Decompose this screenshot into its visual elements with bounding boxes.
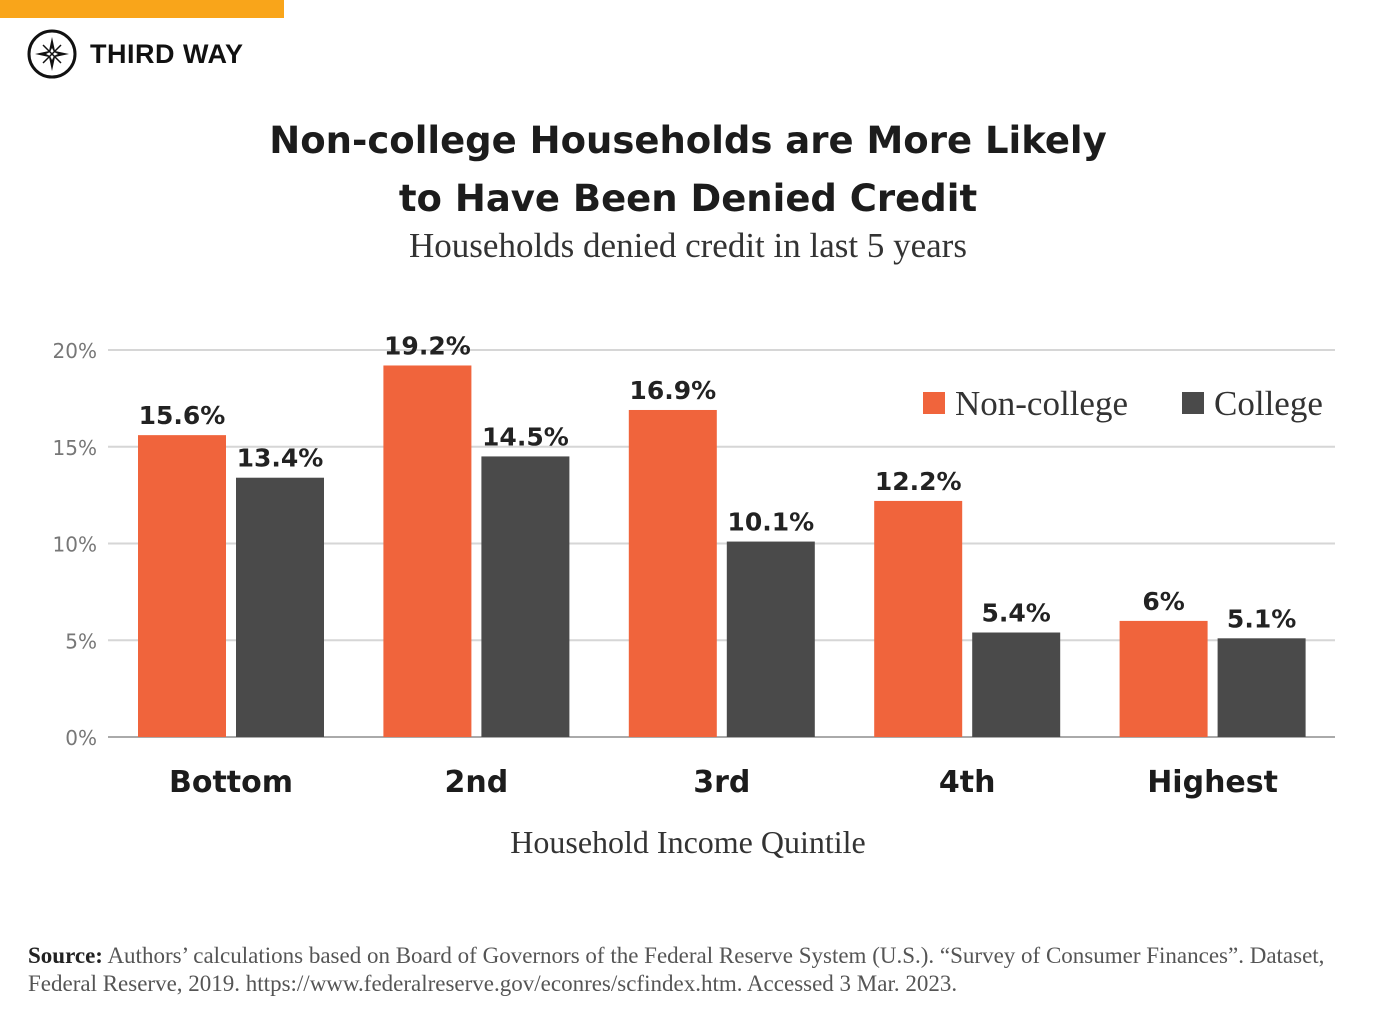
chart-title: Non-college Households are More Likely t… bbox=[0, 112, 1376, 228]
source-note: Source: Authors’ calculations based on B… bbox=[28, 942, 1348, 998]
legend-label: Non-college bbox=[955, 384, 1128, 423]
bar-data-label: 10.1% bbox=[727, 508, 814, 537]
brand-name: THIRD WAY bbox=[90, 38, 244, 69]
brand-accent-bar bbox=[0, 0, 284, 18]
x-tick-label: 2nd bbox=[445, 765, 509, 800]
bar-college bbox=[972, 632, 1061, 737]
x-tick-label: 3rd bbox=[693, 765, 750, 800]
bar-non-college bbox=[1119, 620, 1208, 737]
source-label: Source: bbox=[28, 943, 103, 968]
bar-non-college bbox=[383, 365, 472, 737]
chart-title-line-2: to Have Been Denied Credit bbox=[398, 177, 978, 220]
x-tick-label: 4th bbox=[939, 765, 996, 800]
chart-subtitle: Households denied credit in last 5 years bbox=[409, 226, 967, 265]
bar-data-label: 5.1% bbox=[1227, 604, 1296, 633]
y-tick-label: 10% bbox=[53, 533, 97, 557]
bar-data-label: 16.9% bbox=[629, 376, 716, 405]
y-tick-label: 0% bbox=[65, 726, 97, 750]
legend-swatch-college bbox=[1182, 392, 1204, 414]
x-tick-label: Highest bbox=[1147, 765, 1278, 800]
bar-non-college bbox=[628, 409, 717, 737]
bar-non-college bbox=[874, 500, 963, 737]
bar-college bbox=[1217, 638, 1306, 737]
brand-header: THIRD WAY bbox=[26, 28, 244, 80]
bar-data-label: 19.2% bbox=[384, 331, 471, 360]
y-tick-label: 20% bbox=[53, 339, 97, 363]
bar-data-label: 13.4% bbox=[237, 444, 324, 473]
bar-college bbox=[236, 477, 324, 737]
bar-data-label: 6% bbox=[1142, 587, 1184, 616]
bar-data-label: 12.2% bbox=[875, 467, 962, 496]
y-tick-label: 15% bbox=[53, 436, 97, 460]
chart-title-line-1: Non-college Households are More Likely bbox=[269, 119, 1107, 162]
legend-swatch-non-college bbox=[923, 392, 945, 414]
compass-star-icon bbox=[27, 29, 77, 79]
bar-college bbox=[726, 541, 815, 737]
bar-college bbox=[481, 456, 570, 737]
bar-data-label: 14.5% bbox=[482, 422, 569, 451]
bar-data-label: 15.6% bbox=[139, 401, 226, 430]
legend-label: College bbox=[1214, 384, 1323, 423]
bar-data-label: 5.4% bbox=[982, 599, 1051, 628]
x-tick-label: Bottom bbox=[169, 765, 293, 800]
source-text: Authors’ calculations based on Board of … bbox=[28, 943, 1325, 996]
x-axis-title: Household Income Quintile bbox=[510, 824, 865, 860]
bar-non-college bbox=[138, 435, 226, 737]
y-tick-label: 5% bbox=[65, 629, 97, 653]
